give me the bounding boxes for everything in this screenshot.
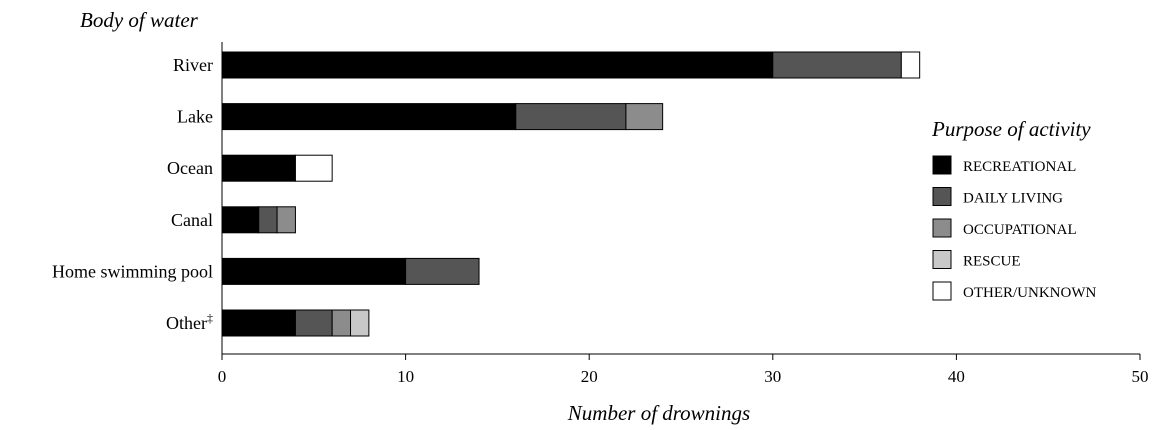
footnote-mark: ‡: [207, 311, 213, 325]
bar-segment-lake-recreational: [221, 103, 517, 131]
category-label-ocean: Ocean: [167, 158, 213, 178]
x-tick-label-50: 50: [1132, 367, 1149, 386]
bar-segment-river-daily-living: [772, 51, 902, 79]
bar-segment-home-swimming-pool-daily-living: [405, 257, 480, 285]
bar-segment-other-rescue: [350, 309, 370, 337]
category-label-home-swimming-pool: Home swimming pool: [52, 261, 213, 281]
bar-segment-ocean-other-unknown: [294, 154, 333, 182]
legend-label-daily-living: DAILY LIVING: [963, 191, 1063, 207]
x-tick-label-10: 10: [397, 367, 414, 386]
legend-swatch-occupational: [932, 218, 952, 238]
legend-swatch-rescue: [932, 250, 952, 269]
x-tick-label-30: 30: [764, 367, 781, 386]
x-tick-label-0: 0: [218, 367, 227, 386]
bar-segment-river-recreational: [221, 51, 774, 79]
category-label-other: Other‡: [166, 311, 213, 333]
bar-segment-lake-daily-living: [515, 103, 627, 131]
bar-segment-river-other-unknown: [900, 51, 921, 79]
legend: Purpose of activity RECREATIONAL DAILY LI…: [931, 117, 1096, 301]
legend-label-rescue: RESCUE: [963, 254, 1021, 270]
bar-segment-other-recreational: [221, 309, 296, 337]
bar-segment-other-occupational: [331, 309, 352, 337]
bar-segment-canal-occupational: [276, 206, 296, 234]
x-ticks-group: 0 10 20 30 40 50: [218, 354, 1149, 386]
bars-group: [221, 51, 921, 337]
category-label-canal: Canal: [171, 210, 213, 230]
category-labels-group: River Lake Ocean Canal Home swimming pool Oth…: [52, 55, 213, 333]
bar-segment-canal-daily-living: [258, 206, 278, 234]
legend-title: Purpose of activity: [931, 117, 1091, 141]
bar-segment-lake-occupational: [625, 103, 664, 131]
bar-segment-home-swimming-pool-recreational: [221, 257, 407, 285]
legend-swatch-other-unknown: [932, 281, 952, 301]
y-axis-title: Body of water: [80, 8, 199, 32]
legend-label-other-unknown: OTHER/UNKNOWN: [963, 285, 1096, 301]
x-tick-label-40: 40: [948, 367, 965, 386]
bar-segment-ocean-recreational: [221, 154, 296, 182]
x-tick-label-20: 20: [581, 367, 598, 386]
category-label-lake: Lake: [177, 107, 213, 127]
bar-segment-canal-recreational: [221, 206, 260, 234]
legend-label-occupational: OCCUPATIONAL: [963, 222, 1077, 238]
legend-swatch-recreational: [932, 155, 952, 175]
x-axis-title: Number of drownings: [567, 401, 750, 425]
legend-label-recreational: RECREATIONAL: [963, 159, 1076, 175]
category-label-river: River: [173, 55, 213, 75]
legend-swatch-daily-living: [932, 187, 952, 206]
bar-segment-other-daily-living: [294, 309, 333, 337]
